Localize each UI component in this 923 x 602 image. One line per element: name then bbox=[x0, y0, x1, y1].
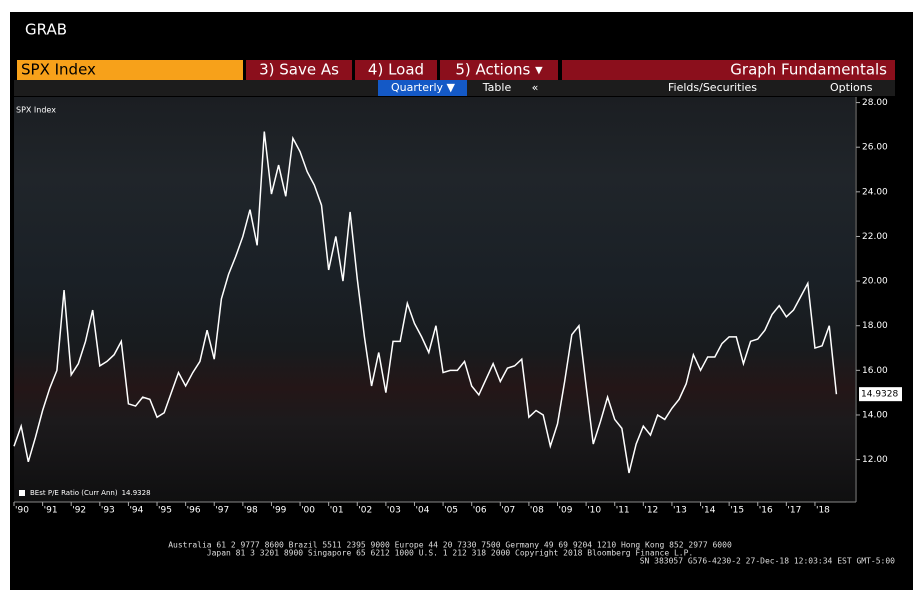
panel-title: Graph Fundamentals bbox=[730, 61, 887, 79]
x-tick-label: '95 bbox=[158, 506, 172, 516]
legend-swatch bbox=[19, 490, 25, 496]
x-tick-label: '94 bbox=[129, 506, 143, 516]
footer-line: Australia 61 2 9777 8600 Brazil 5511 239… bbox=[168, 541, 732, 550]
series-line bbox=[13, 131, 838, 474]
options-button[interactable]: Options bbox=[830, 81, 873, 94]
y-tick-label: 12.00 bbox=[862, 455, 888, 465]
x-tick-label: '05 bbox=[444, 506, 458, 516]
x-tick-label: '10 bbox=[587, 506, 601, 516]
x-tick-label: '99 bbox=[272, 506, 286, 516]
x-tick-label: '15 bbox=[730, 506, 744, 516]
x-tick-label: '18 bbox=[816, 506, 830, 516]
collapse-button[interactable]: « bbox=[532, 81, 539, 94]
toolbar-button-label[interactable]: 3) Save As bbox=[259, 61, 339, 79]
plot-area bbox=[14, 97, 855, 502]
x-tick-label: '17 bbox=[787, 506, 801, 516]
toolbar-button-label[interactable]: 4) Load bbox=[368, 61, 424, 79]
x-tick-label: '00 bbox=[301, 506, 315, 516]
x-tick-label: '11 bbox=[616, 506, 630, 516]
x-tick-label: '12 bbox=[644, 506, 658, 516]
x-tick-label: '02 bbox=[358, 506, 372, 516]
legend-label: BEst P/E Ratio (Curr Ann) bbox=[30, 489, 118, 497]
x-tick-label: '08 bbox=[530, 506, 544, 516]
y-tick-label: 14.00 bbox=[862, 410, 888, 420]
last-value-label: 14.9328 bbox=[861, 390, 898, 400]
x-tick-label: '90 bbox=[15, 506, 29, 516]
x-tick-label: '03 bbox=[387, 506, 401, 516]
toolbar-button[interactable] bbox=[440, 60, 558, 80]
y-tick-label: 26.00 bbox=[862, 143, 888, 153]
footer-line: SN 383057 G576-4230-2 27-Dec-18 12:03:34… bbox=[640, 557, 895, 566]
x-tick-label: '97 bbox=[215, 506, 229, 516]
y-tick-label: 16.00 bbox=[862, 366, 888, 376]
x-tick-label: '01 bbox=[330, 506, 344, 516]
x-tick-label: '14 bbox=[702, 506, 716, 516]
x-tick-label: '96 bbox=[187, 506, 201, 516]
x-tick-label: '04 bbox=[416, 506, 430, 516]
y-tick-label: 18.00 bbox=[862, 321, 888, 331]
toolbar-button[interactable] bbox=[355, 60, 437, 80]
y-tick-label: 20.00 bbox=[862, 277, 888, 287]
security-field[interactable] bbox=[17, 60, 243, 80]
last-value-box bbox=[859, 387, 902, 402]
x-tick-label: '91 bbox=[44, 506, 58, 516]
x-tick-label: '16 bbox=[759, 506, 773, 516]
x-tick-label: '98 bbox=[244, 506, 258, 516]
y-tick-label: 28.00 bbox=[862, 98, 888, 108]
y-tick-label: 22.00 bbox=[862, 232, 888, 242]
x-tick-label: '07 bbox=[501, 506, 515, 516]
toolbar-button[interactable] bbox=[246, 60, 352, 80]
security-text: SPX Index bbox=[21, 61, 96, 79]
panel-title-bar bbox=[562, 60, 895, 80]
fields-button[interactable]: Fields/Securities bbox=[668, 81, 757, 94]
x-tick-label: '06 bbox=[473, 506, 487, 516]
frequency[interactable]: Quarterly ▼ bbox=[391, 81, 456, 94]
x-tick-label: '09 bbox=[559, 506, 573, 516]
chart-title: SPX Index bbox=[16, 106, 56, 115]
x-tick-label: '92 bbox=[72, 506, 86, 516]
frequency-button[interactable] bbox=[378, 80, 467, 96]
y-tick-label: 24.00 bbox=[862, 187, 888, 197]
footer-line: Japan 81 3 3201 8900 Singapore 65 6212 1… bbox=[207, 549, 693, 558]
legend-value: 14.9328 bbox=[122, 489, 151, 497]
x-tick-label: '13 bbox=[673, 506, 687, 516]
x-tick-label: '93 bbox=[101, 506, 115, 516]
table-button[interactable]: Table bbox=[482, 81, 512, 94]
window-title: GRAB bbox=[25, 21, 67, 39]
toolbar-button-label[interactable]: 5) Actions ▾ bbox=[455, 61, 543, 79]
